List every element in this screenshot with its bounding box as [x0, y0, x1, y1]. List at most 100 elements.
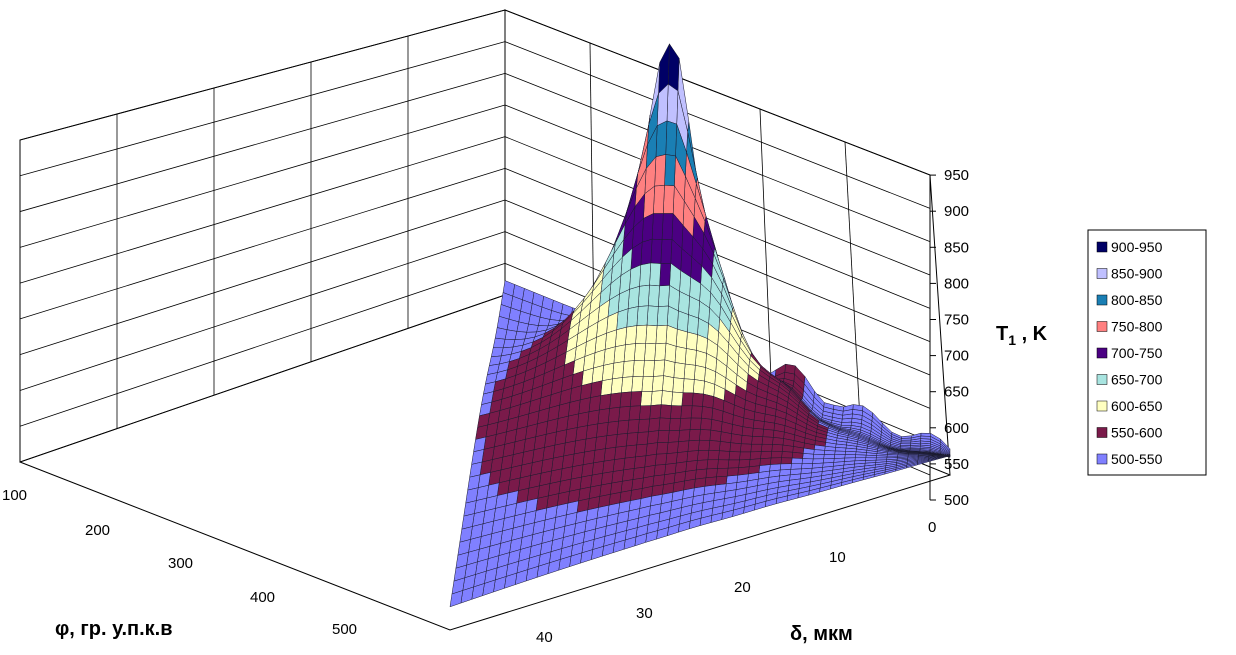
- surface-cell: [656, 442, 669, 455]
- surface-cell: [631, 376, 644, 393]
- surface-cell: [813, 449, 825, 455]
- surface-cell: [750, 443, 763, 453]
- surface-cell: [682, 378, 695, 394]
- surface-cell: [678, 429, 691, 443]
- surface-cell: [698, 439, 711, 451]
- phi-axis-title: φ, гр. у.п.к.в: [55, 618, 173, 640]
- surface-cell: [668, 418, 681, 431]
- surface-cell: [702, 393, 715, 409]
- surface-cell: [623, 343, 636, 362]
- surface-cell: [591, 365, 604, 384]
- surface-cell: [741, 426, 754, 437]
- surface-cell: [612, 361, 625, 380]
- surface-cell: [801, 463, 813, 470]
- phi-tick-label: 300: [168, 555, 193, 572]
- legend-label: 650-700: [1111, 372, 1163, 388]
- surface-cell: [779, 463, 792, 471]
- surface-cell: [749, 451, 762, 460]
- surface-cell: [607, 406, 621, 423]
- surface-cell: [675, 451, 689, 464]
- surface-cell: [667, 43, 680, 92]
- phi-tick-label: 200: [85, 522, 110, 539]
- surface-cell: [650, 238, 663, 264]
- left-wall-gridline: [19, 231, 506, 391]
- surface-cell: [663, 359, 676, 378]
- surface-cell: [772, 437, 784, 446]
- surface-cell: [633, 455, 647, 469]
- legend-label: 500-550: [1111, 451, 1163, 467]
- surface-cell: [616, 419, 630, 435]
- z-tick-label: 750: [944, 312, 969, 329]
- surface-cell: [636, 305, 649, 326]
- surface-cell: [629, 391, 643, 407]
- phi-tick-label: 500: [332, 621, 357, 638]
- surface-cell: [738, 459, 751, 468]
- surface-cell: [606, 420, 619, 437]
- legend-label: 900-950: [1111, 239, 1163, 255]
- surface-cell: [632, 466, 645, 480]
- surface-cell: [573, 438, 587, 455]
- surface-cell: [718, 450, 731, 461]
- surface-cell: [637, 418, 650, 433]
- surface-cell: [823, 450, 836, 455]
- surface-cell: [719, 431, 732, 444]
- legend-swatch: [1096, 268, 1108, 279]
- left-wall-gridline: [19, 294, 506, 463]
- surface-cell: [578, 397, 591, 415]
- surface-cell: [790, 463, 803, 470]
- surface-cell: [781, 451, 793, 459]
- right-wall-vline: [589, 42, 595, 332]
- z-tick-label: 800: [944, 275, 969, 292]
- surface-cell: [706, 459, 719, 470]
- surface-cell: [694, 364, 706, 382]
- surface-cell: [626, 306, 639, 328]
- legend-swatch: [1096, 294, 1108, 306]
- surface-cell: [726, 467, 739, 477]
- surface-cell: [823, 454, 835, 460]
- surface-cell: [844, 454, 856, 459]
- surface-cell: [593, 448, 606, 464]
- surface-cell: [727, 459, 740, 469]
- surface-cell: [719, 441, 731, 452]
- surface-cell: [681, 392, 694, 407]
- surface-cell: [661, 213, 674, 240]
- legend-swatch: [1096, 241, 1108, 253]
- legend-label: 600-650: [1111, 398, 1163, 414]
- z-tick-label: 950: [944, 167, 969, 184]
- surface-cell: [876, 455, 888, 459]
- surface-cell: [613, 344, 626, 364]
- surface-cell: [715, 475, 728, 486]
- surface-cell: [609, 392, 622, 409]
- surface-cell: [639, 262, 652, 287]
- surface-cell: [680, 405, 693, 419]
- surface-cell: [649, 262, 662, 287]
- surface-cell: [614, 445, 627, 460]
- legend-swatch: [1096, 427, 1108, 438]
- surface-cell: [665, 452, 678, 465]
- legend-swatch: [1096, 453, 1108, 465]
- legend-label: 850-900: [1111, 266, 1163, 282]
- surface-cell: [637, 284, 650, 307]
- surface-cell: [605, 434, 618, 449]
- surface-cell: [587, 409, 600, 426]
- surface-cell: [596, 422, 609, 438]
- z-axis-title-sub: 1: [1008, 332, 1016, 348]
- surface-cell: [640, 391, 653, 407]
- surface-cell: [655, 120, 668, 158]
- surface-cell: [705, 468, 718, 479]
- surface-cell: [740, 435, 753, 445]
- surface-cell: [652, 474, 665, 487]
- surface-cell: [591, 460, 605, 476]
- surface-cell: [614, 326, 628, 348]
- surface-cell: [728, 451, 741, 461]
- surface-cell: [576, 411, 590, 428]
- surface-cell: [763, 421, 775, 431]
- surface-cell: [597, 408, 610, 425]
- surface-cell: [760, 443, 773, 452]
- left-wall-gridline: [19, 41, 506, 177]
- surface-cell: [615, 433, 628, 448]
- surface-cell: [619, 391, 632, 408]
- z-tick-label: 500: [944, 492, 969, 509]
- surface-cell: [692, 379, 705, 395]
